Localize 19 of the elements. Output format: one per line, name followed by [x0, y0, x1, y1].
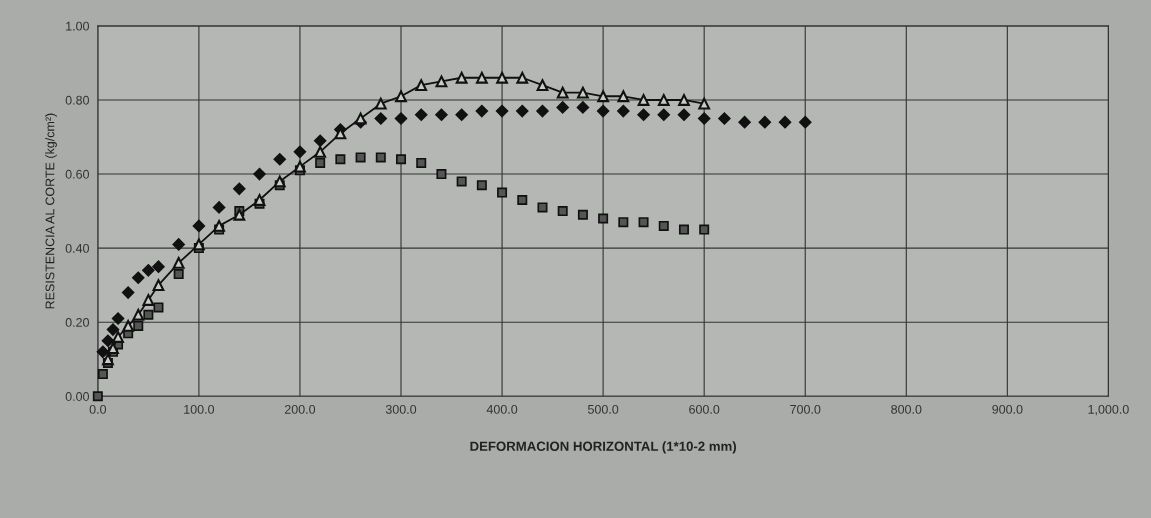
x-tick-label: 200.0: [284, 404, 316, 414]
y-axis-title: RESISTENCIA AL CORTE (kg/cm²): [45, 113, 57, 309]
y-tick-label: 0.20: [65, 318, 90, 327]
y-tick-label: 1.00: [66, 21, 90, 31]
y-tick-label: 0.80: [65, 95, 90, 105]
x-tick-label: 600.0: [689, 404, 720, 414]
y-tick-label: 0.40: [65, 243, 90, 253]
x-axis-title: DEFORMACION HORIZONTAL (1*10-2 mm): [470, 441, 737, 454]
x-tick-label: 900.0: [992, 404, 1023, 414]
x-tick-label: 1,000.0: [1088, 404, 1129, 416]
x-tick-label: 700.0: [790, 404, 821, 414]
x-tick-label: 500.0: [587, 404, 619, 414]
x-tick-label: 0.0: [89, 404, 107, 414]
x-tick-label: 300.0: [385, 404, 417, 414]
x-tick-label: 400.0: [486, 404, 518, 414]
y-tick-label: 0.00: [65, 392, 90, 401]
x-tick-label: 100.0: [184, 404, 215, 414]
x-tick-label: 800.0: [891, 404, 922, 414]
y-tick-label: 0.60: [65, 169, 90, 179]
